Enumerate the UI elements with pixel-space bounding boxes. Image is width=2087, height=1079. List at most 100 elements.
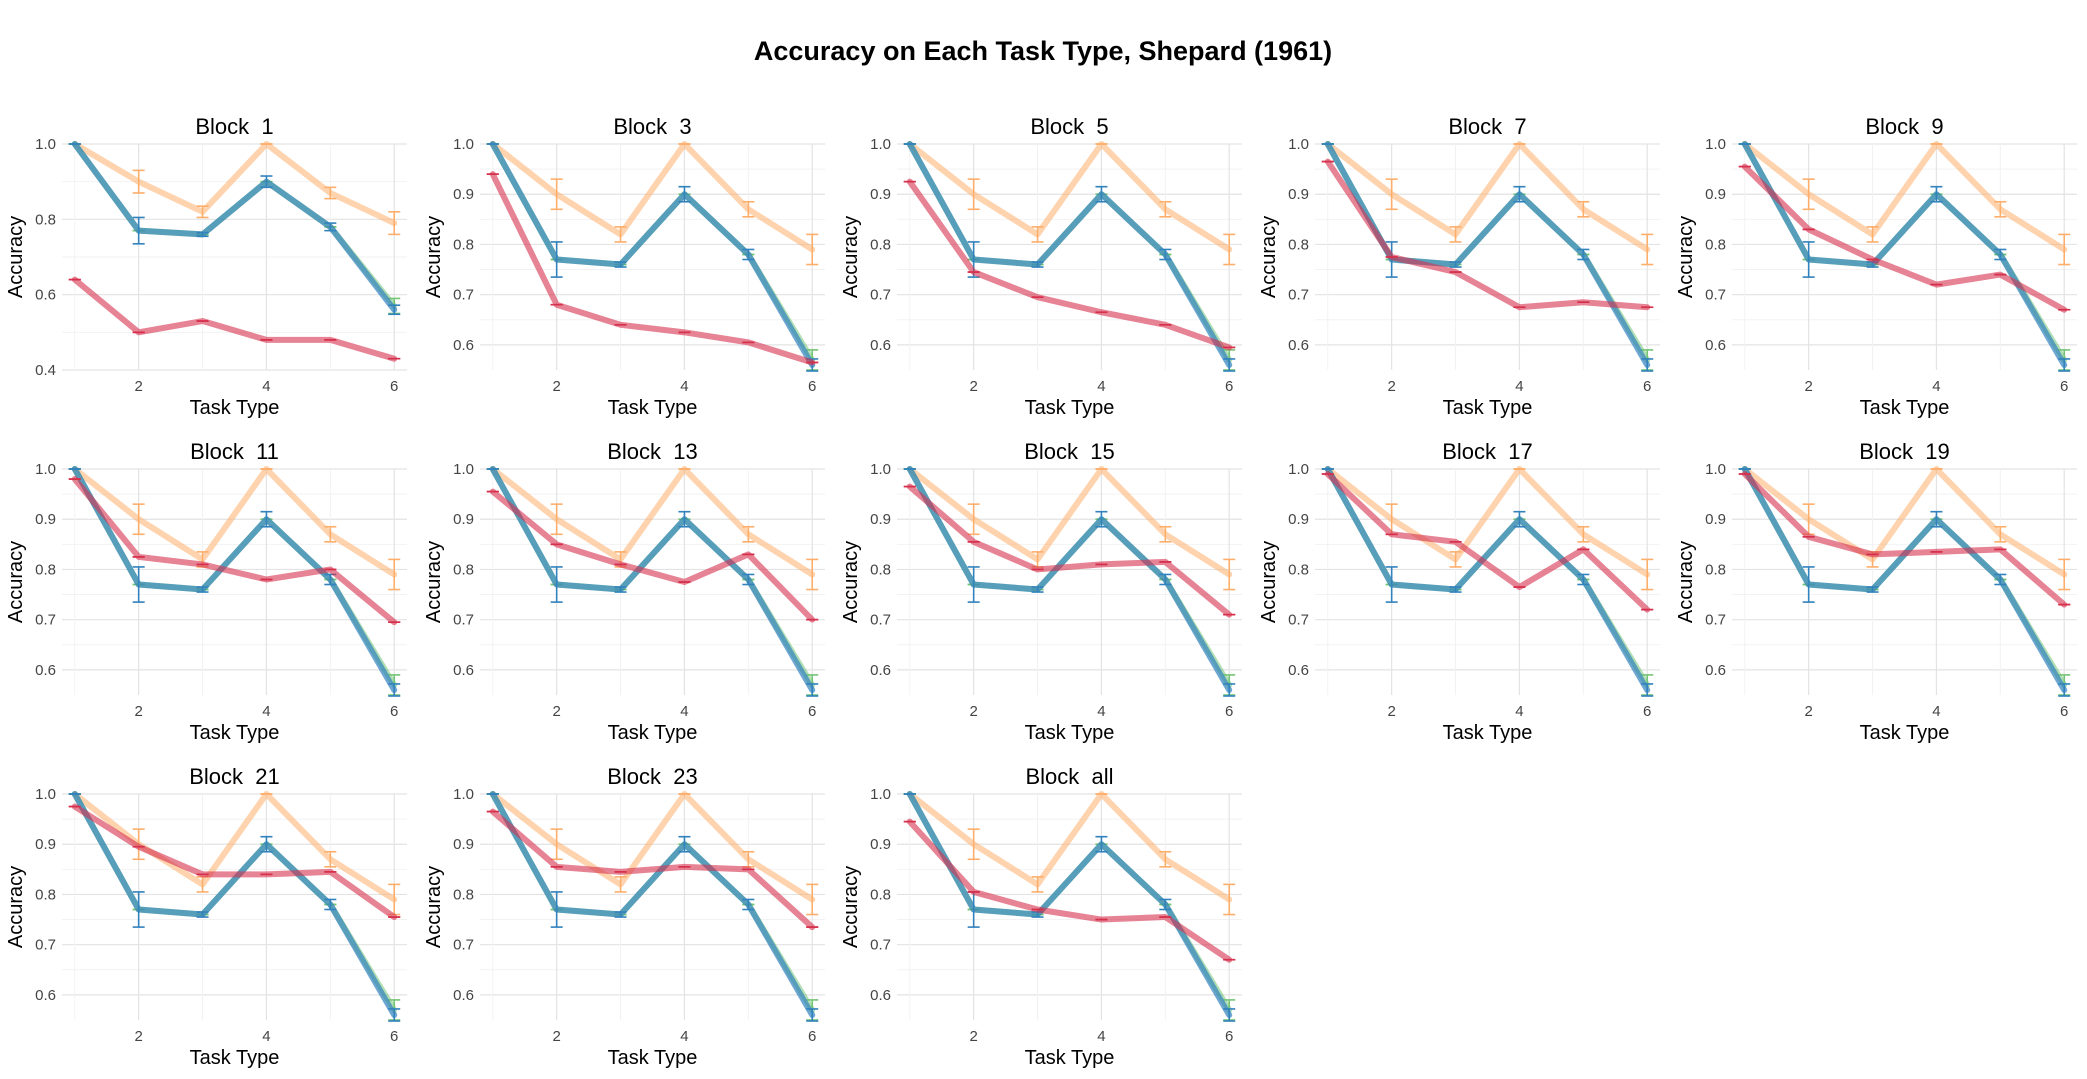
- y-axis-label: Accuracy: [423, 216, 445, 298]
- panel: Block 13 0.6 0.7 0.8 0.9 1.0 2 4 6 Task Type Accur…: [423, 439, 825, 744]
- x-tick-label: 4: [1097, 1028, 1105, 1045]
- x-tick-label: 4: [262, 1028, 270, 1045]
- x-tick-label: 4: [1932, 703, 1940, 720]
- x-tick-label: 6: [2060, 703, 2068, 720]
- panel: Block 3 0.6 0.7 0.8 0.9 1.0 2 4 6 Task Type Accura…: [423, 114, 825, 419]
- x-tick-label: 2: [134, 378, 142, 395]
- x-tick-label: 6: [1225, 1028, 1233, 1045]
- y-tick-label: 0.6: [1705, 662, 1726, 679]
- series-line-blue: [906, 466, 1233, 693]
- x-tick-label: 6: [1643, 703, 1651, 720]
- x-tick-label: 4: [1932, 378, 1940, 395]
- y-tick-label: 0.7: [870, 287, 891, 304]
- x-axis-label: Task Type: [608, 722, 698, 744]
- series-line-red: [489, 171, 816, 366]
- x-tick-label: 2: [552, 703, 560, 720]
- y-tick-label: 1.0: [1705, 461, 1726, 478]
- y-axis-label: Accuracy: [1675, 541, 1697, 623]
- y-tick-label: 0.6: [35, 662, 56, 679]
- x-axis-label: Task Type: [608, 397, 698, 419]
- y-tick-label: 0.8: [870, 886, 891, 903]
- panel: Block 1 0.4 0.6 0.8 1.0 2 4 6 Task Type Accuracy: [5, 114, 407, 419]
- x-axis-label: Task Type: [190, 722, 280, 744]
- x-tick-label: 2: [552, 378, 560, 395]
- x-tick-label: 2: [1387, 703, 1395, 720]
- y-tick-label: 0.9: [870, 836, 891, 853]
- y-tick-label: 1.0: [870, 136, 891, 153]
- panel: Block 21 0.6 0.7 0.8 0.9 1.0 2 4 6 Task Type Accur…: [5, 764, 407, 1069]
- panel: Block 11 0.6 0.7 0.8 0.9 1.0 2 4 6 Task Type Accur…: [5, 439, 407, 744]
- x-tick-label: 2: [1804, 703, 1812, 720]
- x-tick-label: 4: [680, 378, 688, 395]
- panel: Block all 0.6 0.7 0.8 0.9 1.0 2 4 6 Task Type Accu…: [840, 764, 1242, 1069]
- y-tick-label: 0.6: [870, 662, 891, 679]
- x-tick-label: 6: [808, 1028, 816, 1045]
- x-tick-label: 6: [808, 378, 816, 395]
- panel: Block 7 0.6 0.7 0.8 0.9 1.0 2 4 6 Task Type Accura…: [1258, 114, 1660, 419]
- y-tick-label: 0.8: [453, 886, 474, 903]
- y-axis-label: Accuracy: [5, 866, 27, 948]
- y-tick-label: 0.6: [1288, 662, 1309, 679]
- series-line-blue: [71, 141, 398, 313]
- y-tick-label: 0.6: [1705, 337, 1726, 354]
- x-tick-label: 6: [1225, 703, 1233, 720]
- x-axis-label: Task Type: [608, 1047, 698, 1069]
- y-tick-label: 1.0: [453, 461, 474, 478]
- x-axis-label: Task Type: [1025, 397, 1115, 419]
- y-axis-label: Accuracy: [840, 216, 862, 298]
- y-tick-label: 0.7: [1288, 612, 1309, 629]
- series-line-orange: [906, 141, 1233, 253]
- y-tick-label: 0.6: [35, 287, 56, 304]
- series-line-orange: [489, 791, 816, 903]
- series-line-blue: [906, 791, 1233, 1018]
- y-tick-label: 1.0: [35, 136, 56, 153]
- y-tick-label: 0.8: [1288, 236, 1309, 253]
- series-line-orange: [906, 466, 1233, 578]
- y-tick-label: 1.0: [870, 786, 891, 803]
- y-axis-label: Accuracy: [423, 866, 445, 948]
- y-tick-label: 0.4: [35, 362, 56, 379]
- series-line-green: [1324, 141, 1651, 363]
- y-tick-label: 0.7: [453, 937, 474, 954]
- y-tick-label: 0.6: [870, 987, 891, 1004]
- y-tick-label: 0.7: [453, 287, 474, 304]
- y-axis-label: Accuracy: [423, 541, 445, 623]
- y-tick-label: 0.8: [453, 561, 474, 578]
- series-line-red: [1324, 158, 1651, 311]
- panel-title: Block 23: [607, 764, 698, 789]
- x-tick-label: 4: [1515, 378, 1523, 395]
- series-line-blue: [1741, 141, 2068, 368]
- y-axis-label: Accuracy: [840, 866, 862, 948]
- panel-title: Block 13: [607, 439, 698, 464]
- series-line-red: [1741, 163, 2068, 313]
- x-tick-label: 2: [1387, 378, 1395, 395]
- y-tick-label: 0.7: [1288, 287, 1309, 304]
- y-tick-label: 1.0: [1288, 136, 1309, 153]
- y-tick-label: 0.6: [1288, 337, 1309, 354]
- y-tick-label: 0.8: [1705, 236, 1726, 253]
- series-line-blue: [489, 791, 816, 1018]
- y-tick-label: 0.9: [1705, 511, 1726, 528]
- y-tick-label: 0.7: [453, 612, 474, 629]
- y-tick-label: 0.8: [1288, 561, 1309, 578]
- x-axis-label: Task Type: [190, 1047, 280, 1069]
- x-tick-label: 2: [552, 1028, 560, 1045]
- y-tick-label: 0.6: [35, 987, 56, 1004]
- y-tick-label: 0.7: [1705, 612, 1726, 629]
- series-line-orange: [1324, 141, 1651, 253]
- y-tick-label: 0.6: [453, 987, 474, 1004]
- series-line-orange: [489, 141, 816, 253]
- series-line-orange: [1324, 466, 1651, 578]
- series-line-green: [906, 791, 1233, 1013]
- y-tick-label: 0.9: [1288, 186, 1309, 203]
- series-line-blue: [71, 791, 398, 1018]
- series-line-red: [1741, 471, 2068, 608]
- y-tick-label: 1.0: [35, 786, 56, 803]
- x-tick-label: 4: [262, 703, 270, 720]
- series-line-blue: [489, 466, 816, 693]
- y-tick-label: 0.9: [870, 511, 891, 528]
- y-tick-label: 0.7: [870, 937, 891, 954]
- x-tick-label: 6: [1225, 378, 1233, 395]
- series-line-green: [71, 791, 398, 1013]
- chart-title: Accuracy on Each Task Type, Shepard (196…: [754, 36, 1332, 66]
